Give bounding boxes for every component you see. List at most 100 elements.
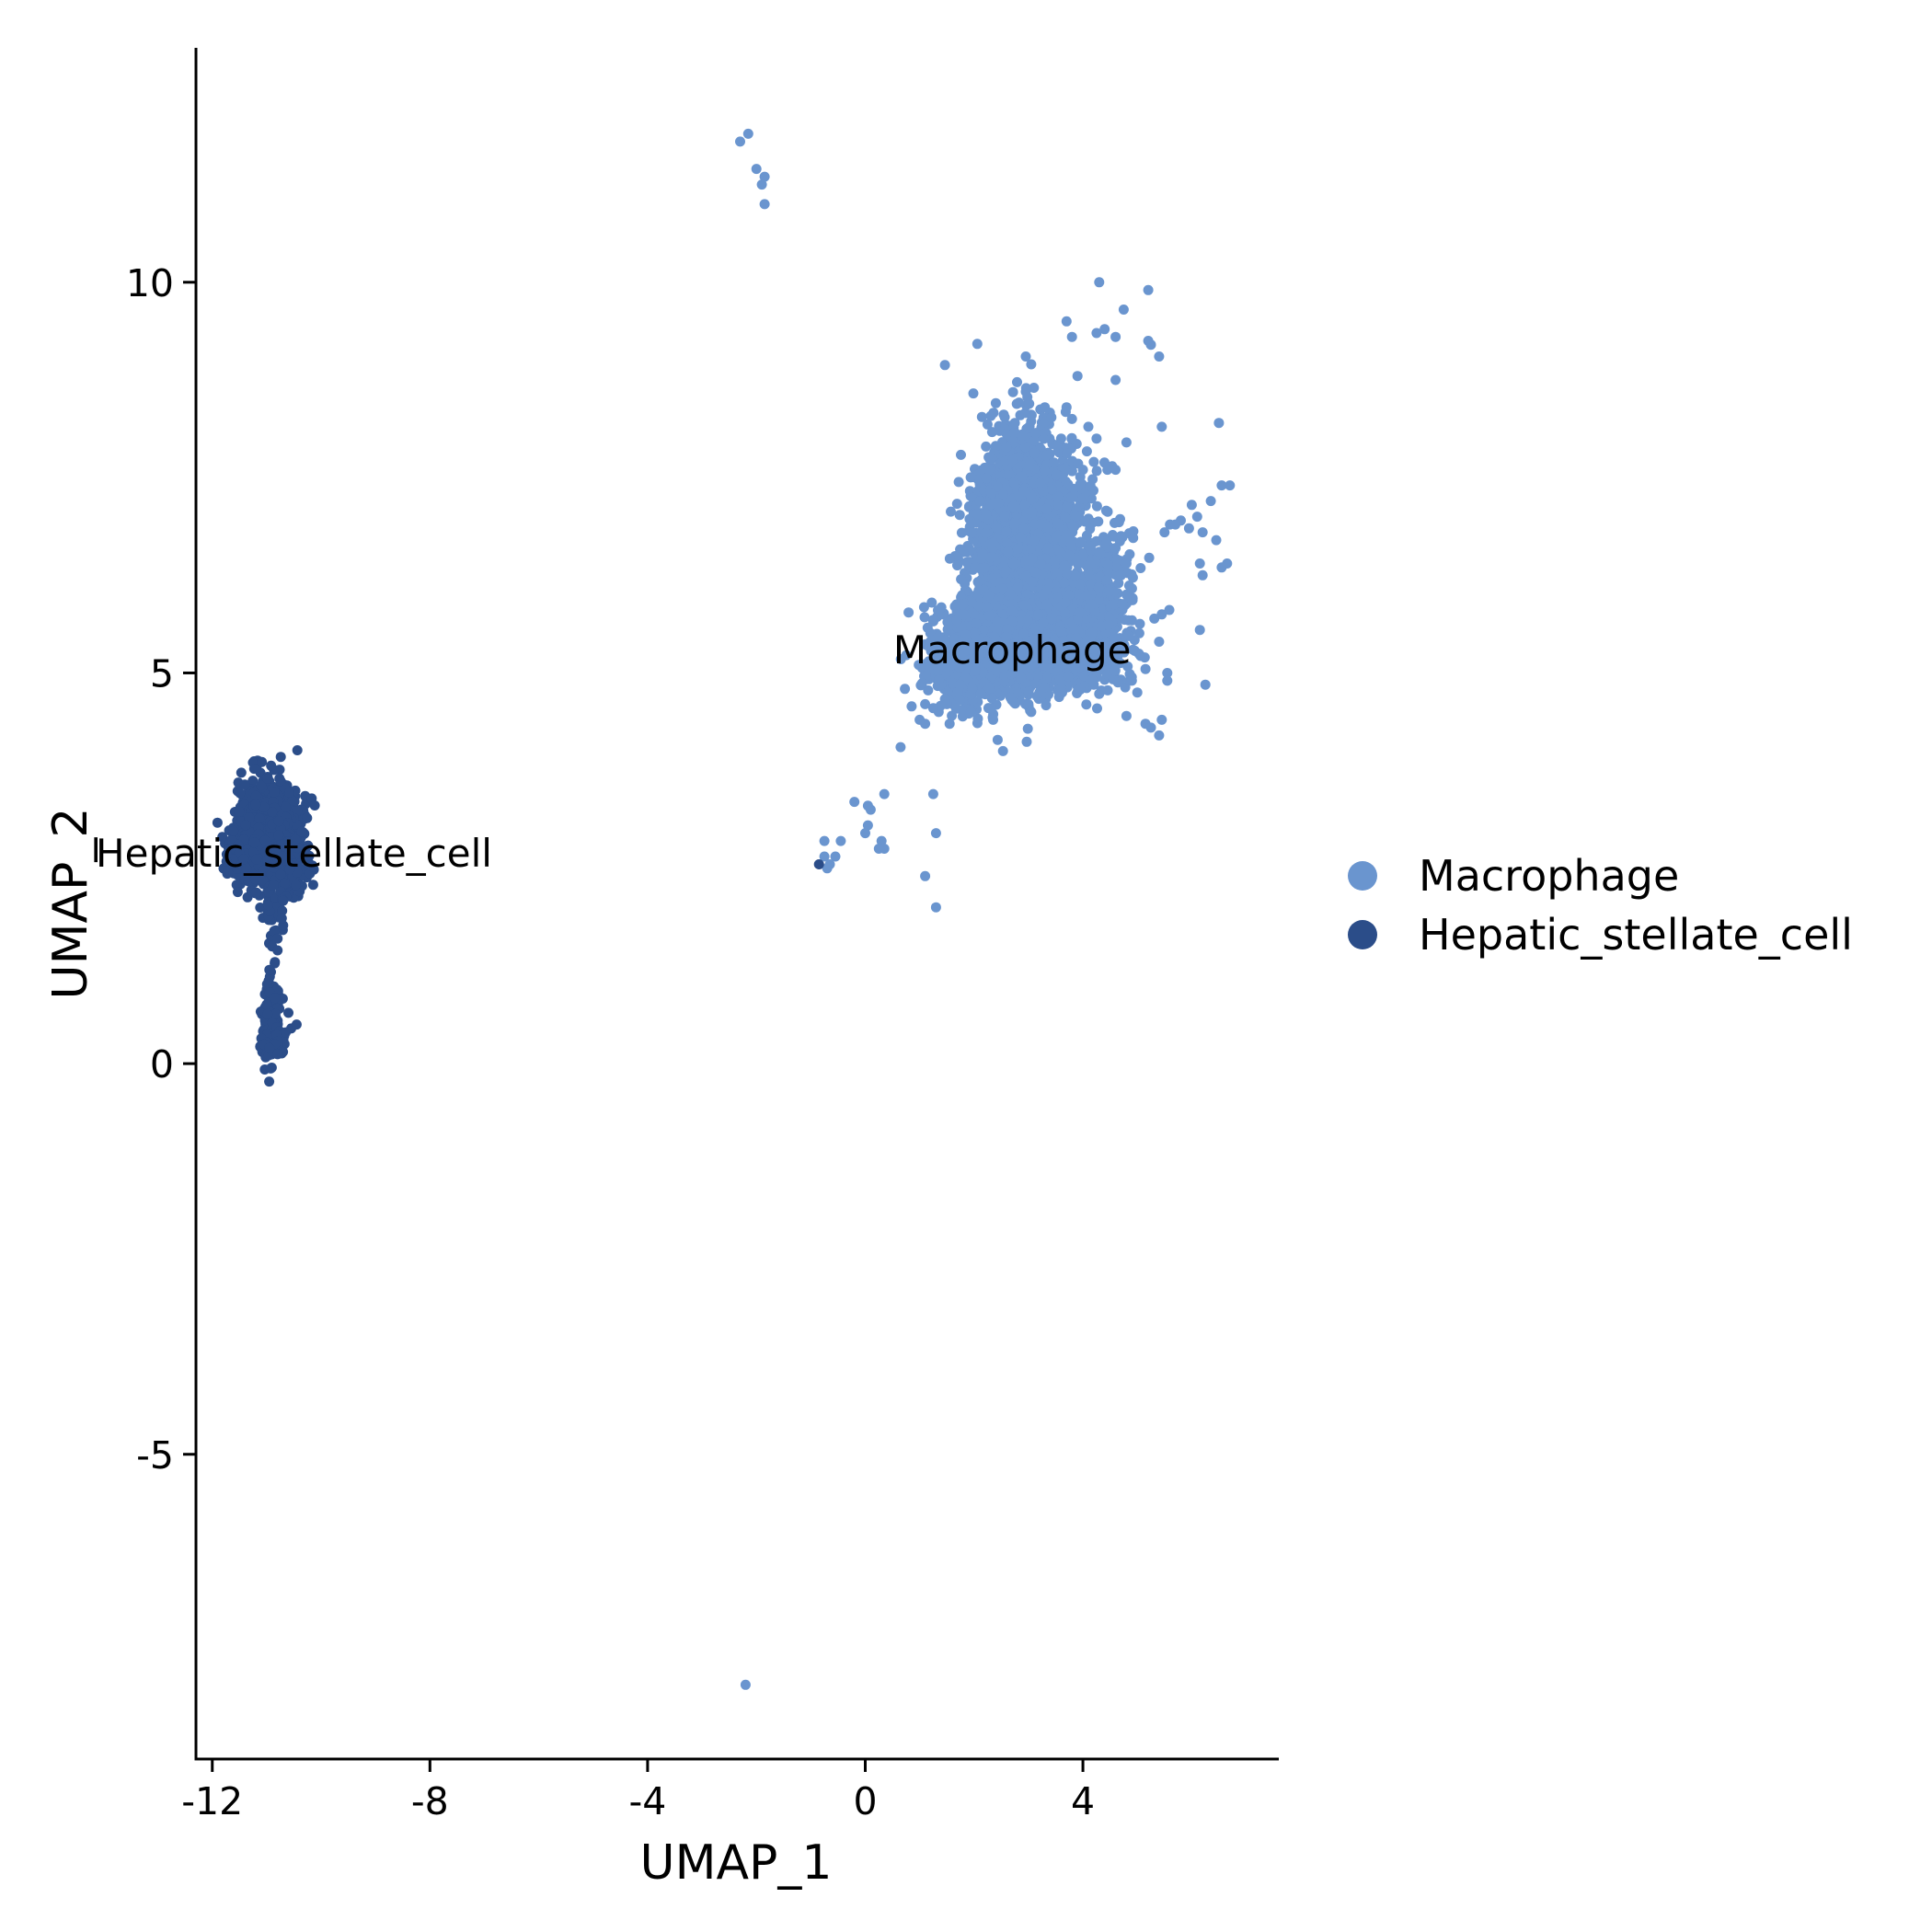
data-point	[1042, 584, 1053, 595]
data-point	[759, 171, 770, 182]
data-point	[988, 714, 998, 725]
data-point	[985, 499, 996, 510]
data-point	[956, 449, 966, 460]
data-point	[1046, 412, 1057, 423]
data-point	[1128, 533, 1139, 544]
data-point	[936, 602, 947, 613]
data-point	[986, 538, 997, 549]
data-point	[944, 553, 955, 564]
data-point	[1073, 559, 1084, 569]
data-point	[1067, 521, 1078, 532]
data-point	[1061, 402, 1072, 413]
data-point	[1156, 714, 1167, 725]
data-point	[1145, 339, 1156, 351]
data-point	[980, 528, 991, 538]
data-point	[1064, 590, 1075, 601]
data-point	[1027, 507, 1038, 518]
data-point	[972, 577, 983, 588]
data-point	[916, 678, 927, 689]
data-point	[1026, 359, 1037, 370]
data-point	[1018, 486, 1029, 497]
data-point	[997, 745, 1008, 756]
data-point	[1039, 592, 1050, 603]
data-point	[967, 683, 978, 694]
data-point	[961, 557, 972, 568]
data-point	[1040, 402, 1051, 413]
data-point	[1077, 465, 1088, 476]
data-point	[873, 844, 884, 854]
data-point	[918, 602, 929, 613]
data-point	[1012, 581, 1023, 592]
data-point	[927, 788, 938, 799]
data-point	[934, 674, 945, 685]
data-point	[1042, 523, 1053, 533]
data-point	[991, 523, 1002, 534]
data-point	[1211, 535, 1222, 546]
data-point	[965, 472, 976, 483]
data-point	[1101, 575, 1112, 585]
data-point	[1121, 710, 1132, 721]
data-point	[992, 734, 1003, 745]
data-point	[1094, 277, 1105, 288]
data-point	[1001, 565, 1012, 576]
data-point	[1063, 671, 1074, 682]
data-point	[1116, 531, 1126, 542]
data-point	[1052, 568, 1064, 579]
data-point	[1140, 663, 1151, 674]
data-point	[1007, 454, 1018, 466]
data-point	[1086, 599, 1097, 610]
data-point	[1194, 625, 1205, 636]
data-point	[1059, 463, 1070, 474]
data-point	[275, 752, 286, 763]
data-point	[1064, 492, 1075, 503]
data-point	[972, 718, 983, 729]
data-point	[984, 453, 995, 464]
data-point	[1197, 527, 1208, 538]
data-point	[759, 199, 770, 210]
data-point	[979, 462, 990, 473]
data-point	[1017, 471, 1028, 482]
data-point	[1070, 569, 1081, 581]
data-point	[1085, 558, 1096, 569]
data-point	[1034, 687, 1045, 698]
data-point	[1012, 376, 1022, 387]
data-point	[1213, 418, 1225, 429]
data-point	[1062, 448, 1073, 459]
data-point	[1071, 511, 1082, 522]
data-point	[1007, 558, 1018, 569]
data-point	[1064, 550, 1075, 561]
data-point	[1027, 577, 1038, 588]
data-point	[1085, 523, 1096, 535]
data-point	[1001, 442, 1012, 453]
data-point	[958, 599, 968, 610]
points-layer	[212, 128, 1236, 1690]
data-point	[1062, 501, 1073, 512]
data-point	[1026, 707, 1037, 718]
data-point	[1055, 433, 1066, 444]
data-point	[973, 585, 984, 596]
data-point	[1110, 599, 1120, 610]
data-point	[930, 902, 941, 913]
data-point	[1030, 567, 1041, 578]
data-point	[1049, 457, 1059, 468]
data-point	[1009, 518, 1020, 529]
data-point	[860, 828, 870, 839]
data-point	[1012, 544, 1023, 555]
series-0	[735, 128, 1236, 1690]
data-point	[1029, 448, 1040, 458]
data-point	[1197, 569, 1208, 581]
data-point	[1086, 493, 1097, 504]
data-point	[1074, 607, 1085, 617]
data-point	[994, 498, 1005, 508]
data-point	[1116, 569, 1126, 581]
data-point	[986, 427, 997, 438]
data-point	[1134, 618, 1145, 629]
data-point	[1186, 500, 1197, 511]
data-point	[1117, 599, 1128, 610]
data-point	[1081, 446, 1092, 457]
data-point	[1040, 466, 1051, 477]
data-point	[1062, 569, 1072, 580]
data-point	[1035, 519, 1046, 530]
data-point	[1110, 374, 1121, 385]
data-point	[1118, 305, 1129, 315]
